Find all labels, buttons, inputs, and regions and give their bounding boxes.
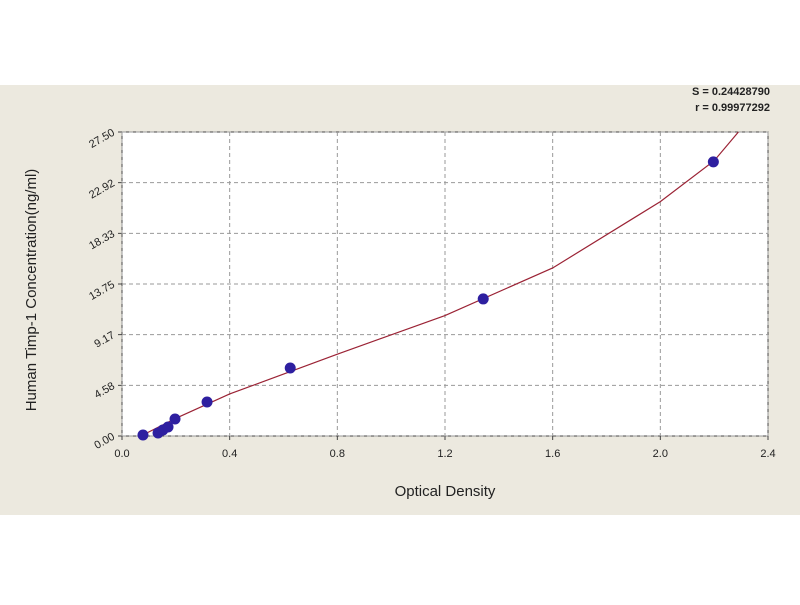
fit-curve (140, 131, 739, 437)
data-point (201, 396, 213, 408)
x-tick-label: 1.2 (437, 448, 452, 460)
x-axis-label: Optical Density (395, 483, 496, 500)
data-point (707, 156, 719, 168)
x-tick-label: 2.0 (653, 448, 668, 460)
annotation: r = 0.99977292 (695, 102, 770, 114)
x-tick-label: 0.8 (330, 448, 345, 460)
y-axis-label: Human Timp-1 Concentration(ng/ml) (23, 169, 40, 412)
data-point (477, 293, 489, 305)
data-point (137, 429, 149, 441)
data-point (169, 413, 181, 425)
x-tick-label: 0.0 (114, 448, 129, 460)
annotation: S = 0.24428790 (692, 86, 770, 98)
x-tick-label: 0.4 (222, 448, 237, 460)
data-point (162, 421, 174, 433)
x-tick-label: 2.4 (760, 448, 775, 460)
x-tick-label: 1.6 (545, 448, 560, 460)
data-point (284, 362, 296, 374)
